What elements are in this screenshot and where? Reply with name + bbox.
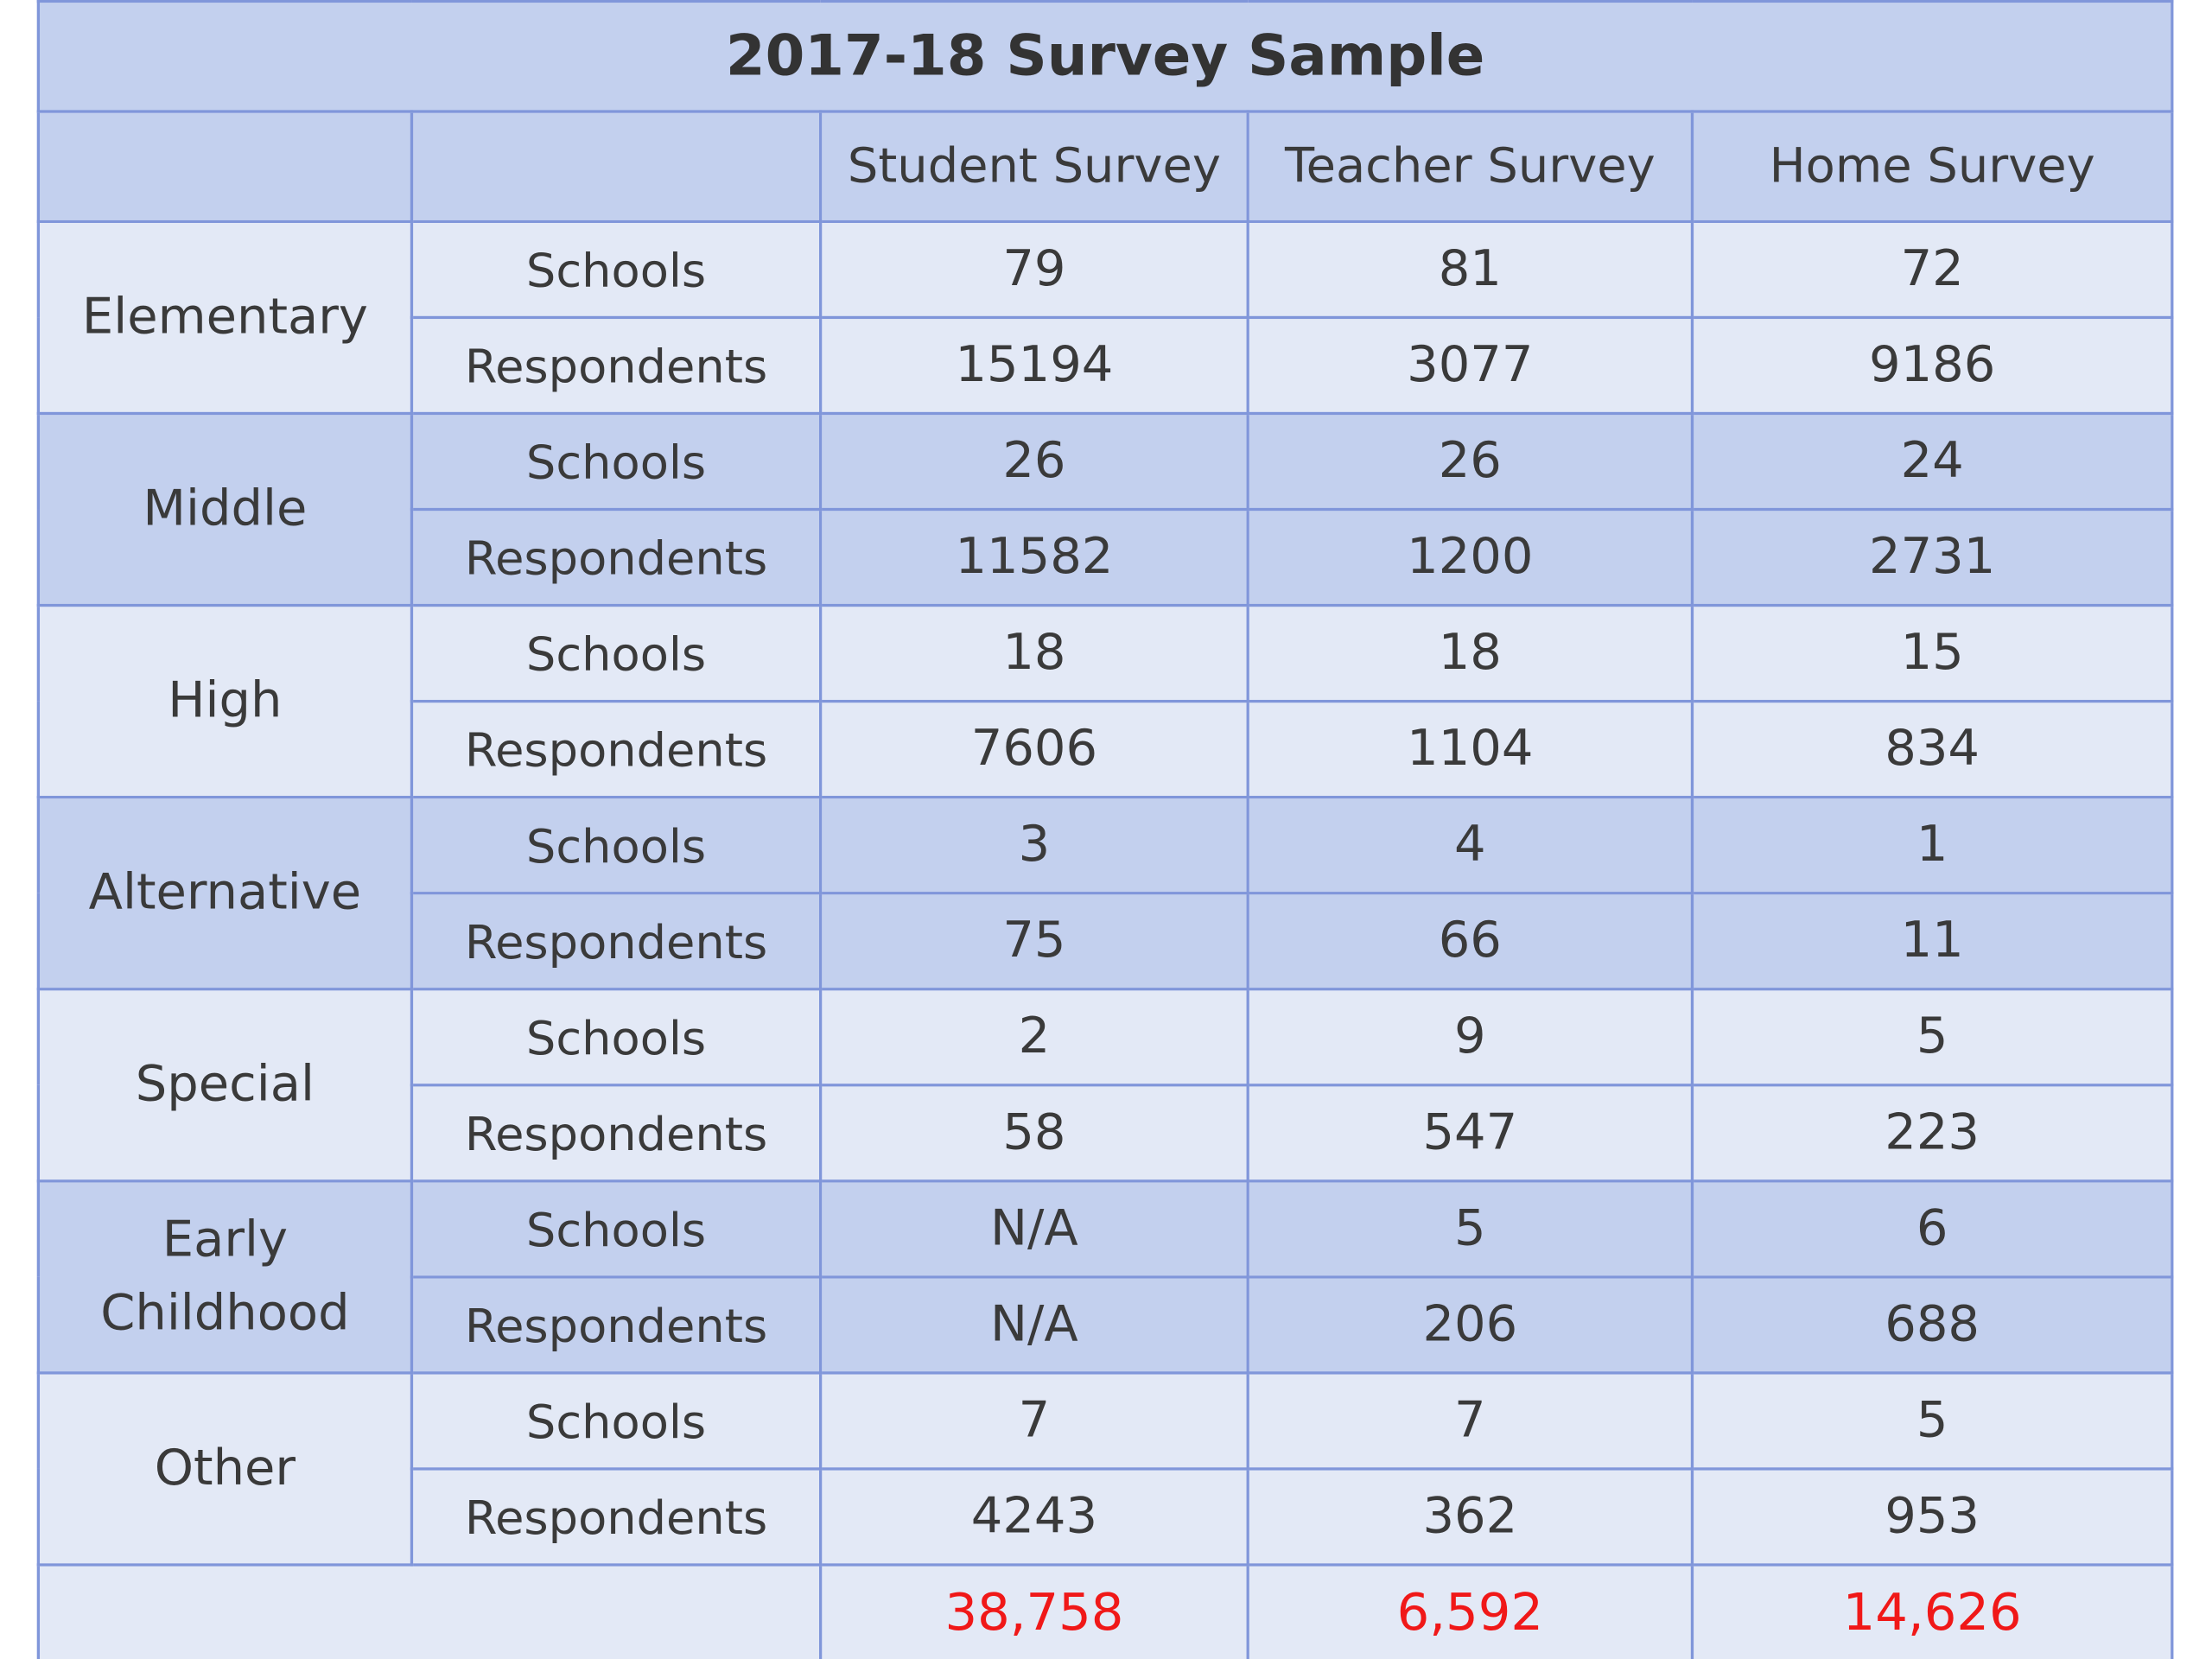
table-title: 2017-18 Survey Sample — [36, 0, 2174, 113]
metric-label-schools: Schools — [410, 988, 823, 1087]
value-cell: 206 — [1246, 1275, 1694, 1375]
metric-label-schools: Schools — [410, 411, 823, 512]
value-cell: 7 — [819, 1371, 1249, 1471]
group-label-high: High — [36, 603, 414, 799]
table-row: Respondents 58 547 223 — [38, 1084, 2174, 1183]
value-cell: 9 — [1246, 988, 1694, 1087]
totals-row: 38,758 6,592 14,626 — [36, 1563, 2174, 1659]
table-row: Early Childhood Schools N/A 5 6 — [36, 1179, 2174, 1375]
value-cell: 18 — [1246, 603, 1694, 703]
metric-label-schools: Schools — [410, 603, 823, 703]
metric-label-respondents: Respondents — [410, 1467, 823, 1567]
group-label-elementary: Elementary — [36, 219, 414, 416]
value-cell: N/A — [819, 1275, 1249, 1375]
metric-label-schools: Schools — [410, 796, 823, 895]
value-cell: 7606 — [819, 699, 1249, 799]
metric-label-schools: Schools — [410, 1371, 823, 1471]
total-value: 38,758 — [819, 1563, 1249, 1659]
total-value: 14,626 — [1690, 1563, 2174, 1659]
value-cell: 5 — [1690, 988, 2174, 1087]
header-blank-metric — [410, 110, 823, 224]
table-row: Respondents 4243 362 953 — [38, 1467, 2174, 1567]
value-cell: 5 — [1246, 1179, 1694, 1279]
value-cell: 1200 — [1246, 507, 1694, 607]
metric-label-respondents: Respondents — [410, 1084, 823, 1183]
value-cell: 75 — [819, 892, 1249, 991]
header-teacher-survey: Teacher Survey — [1246, 110, 1694, 224]
survey-sample-table: 2017-18 Survey Sample Student Survey Tea… — [36, 0, 2174, 1659]
value-cell: 3 — [819, 796, 1249, 895]
value-cell: 58 — [819, 1084, 1249, 1183]
value-cell: 9186 — [1690, 315, 2174, 416]
table-row: Middle Schools 26 26 24 — [36, 411, 2174, 607]
metric-label-respondents: Respondents — [410, 507, 823, 607]
table-row: High Schools 18 18 15 — [36, 603, 2174, 799]
value-cell: 7 — [1246, 1371, 1694, 1471]
value-cell: 81 — [1246, 219, 1694, 320]
table-row: Respondents 75 66 11 — [38, 892, 2174, 991]
header-row: Student Survey Teacher Survey Home Surve… — [36, 110, 2174, 224]
value-cell: 4243 — [819, 1467, 1249, 1567]
table-row: Special Schools 2 9 5 — [36, 988, 2174, 1183]
value-cell: N/A — [819, 1179, 1249, 1279]
metric-label-schools: Schools — [410, 1179, 823, 1279]
metric-label-respondents: Respondents — [410, 1275, 823, 1375]
value-cell: 79 — [819, 219, 1249, 320]
total-value: 6,592 — [1246, 1563, 1694, 1659]
value-cell: 24 — [1690, 411, 2174, 512]
value-cell: 2731 — [1690, 507, 2174, 607]
table-row: Respondents 11582 1200 2731 — [38, 507, 2174, 607]
table-row: Elementary Schools 79 81 72 — [36, 219, 2174, 416]
value-cell: 4 — [1246, 796, 1694, 895]
value-cell: 834 — [1690, 699, 2174, 799]
table-row: Respondents 7606 1104 834 — [38, 699, 2174, 799]
value-cell: 1104 — [1246, 699, 1694, 799]
group-label-other: Other — [36, 1371, 414, 1567]
value-cell: 953 — [1690, 1467, 2174, 1567]
value-cell: 11 — [1690, 892, 2174, 991]
header-home-survey: Home Survey — [1690, 110, 2174, 224]
value-cell: 11582 — [819, 507, 1249, 607]
totals-blank-cell — [36, 1563, 823, 1659]
group-label-early-childhood: Early Childhood — [36, 1179, 414, 1375]
group-label-middle: Middle — [36, 411, 414, 607]
value-cell: 547 — [1246, 1084, 1694, 1183]
metric-label-respondents: Respondents — [410, 699, 823, 799]
value-cell: 362 — [1246, 1467, 1694, 1567]
metric-label-respondents: Respondents — [410, 892, 823, 991]
table-row: Other Schools 7 7 5 — [36, 1371, 2174, 1567]
metric-label-respondents: Respondents — [410, 315, 823, 416]
metric-label-schools: Schools — [410, 219, 823, 320]
value-cell: 72 — [1690, 219, 2174, 320]
value-cell: 18 — [819, 603, 1249, 703]
value-cell: 66 — [1246, 892, 1694, 991]
group-label-special: Special — [36, 988, 414, 1183]
table-row: Respondents 15194 3077 9186 — [38, 315, 2174, 416]
value-cell: 26 — [819, 411, 1249, 512]
value-cell: 26 — [1246, 411, 1694, 512]
header-student-survey: Student Survey — [819, 110, 1249, 224]
value-cell: 15 — [1690, 603, 2174, 703]
table-row: Alternative Schools 3 4 1 — [36, 796, 2174, 991]
value-cell: 1 — [1690, 796, 2174, 895]
table-row: Respondents N/A 206 688 — [38, 1275, 2174, 1375]
value-cell: 3077 — [1246, 315, 1694, 416]
value-cell: 5 — [1690, 1371, 2174, 1471]
value-cell: 15194 — [819, 315, 1249, 416]
value-cell: 223 — [1690, 1084, 2174, 1183]
group-label-alternative: Alternative — [36, 796, 414, 991]
value-cell: 2 — [819, 988, 1249, 1087]
header-blank-group — [36, 110, 414, 224]
value-cell: 688 — [1690, 1275, 2174, 1375]
value-cell: 6 — [1690, 1179, 2174, 1279]
